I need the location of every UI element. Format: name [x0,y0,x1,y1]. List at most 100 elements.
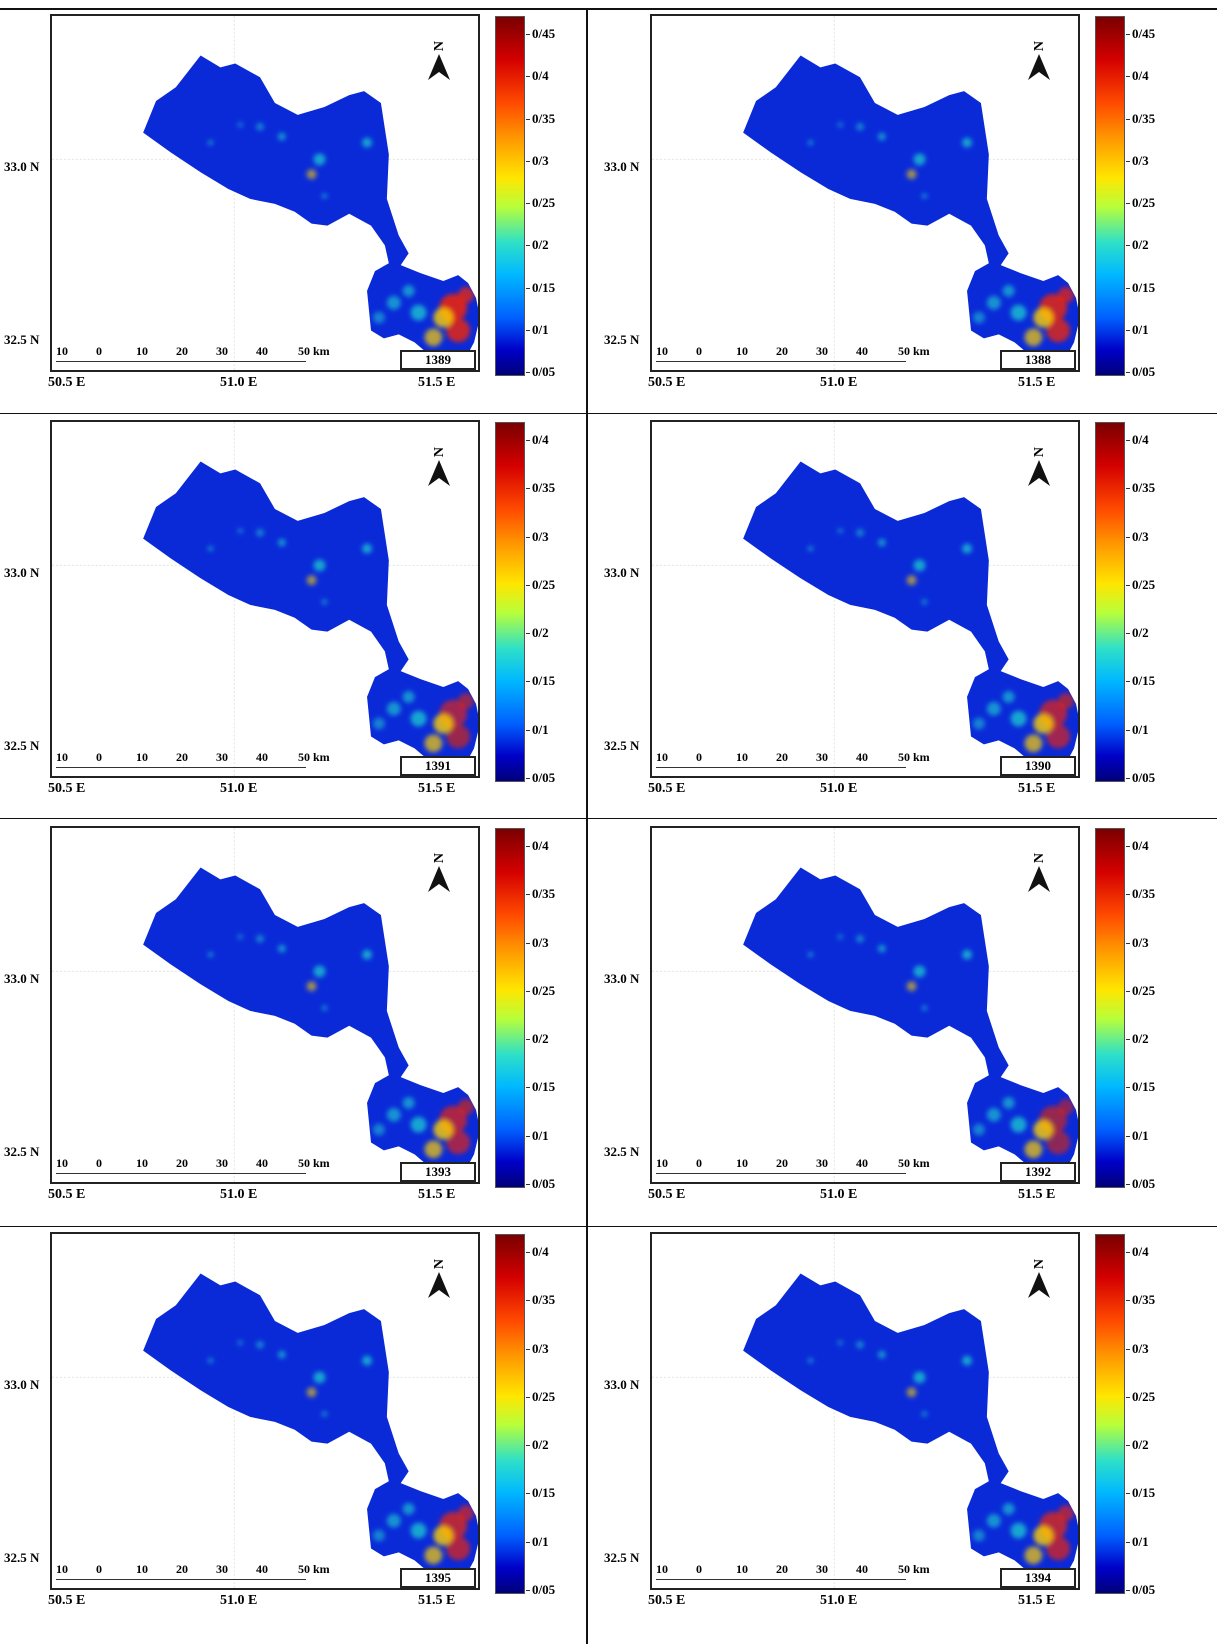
heat-spot [1002,1502,1015,1515]
heat-spot [207,951,214,958]
scale-label: 50 km [898,344,930,358]
latitude-label: 32.5 N [4,738,40,753]
colorbar-tick [526,287,530,289]
study-area-map [652,1234,1078,1588]
colorbar-tick-label: 0/3 [1132,152,1149,168]
colorbar-tick-label: 0/25 [532,195,556,210]
scale-label: 50 km [298,750,330,764]
scale-label: 30 [216,344,228,358]
latitude-label: 32.5 N [4,332,40,347]
colorbar-tick-label: 0/4 [1132,68,1149,84]
heat-spot [1002,1096,1015,1109]
colorbar-tick-label: 0/1 [532,321,549,337]
heat-spot [877,538,886,547]
colorbar-tick [1126,778,1130,779]
north-arrow-icon: N [1024,1254,1054,1300]
heat-spot [433,713,454,734]
colorbar-tick [1126,536,1130,538]
scale-line [56,1579,306,1580]
row-divider-2 [0,818,1217,819]
longitude-label: 50.5 E [48,1593,86,1608]
study-area-map [52,828,478,1182]
scale-label: 20 [776,344,788,358]
colorbar-tick-label: 0/2 [1132,237,1149,253]
latitude-label: 32.5 N [4,1144,40,1159]
heat-spot [1033,307,1054,328]
map-panel: N 10 0 10 20 30 40 50 km 1391 33.0 N 32.5 N 50.5 E… [0,418,590,813]
scale-bar: 10 0 10 20 30 40 50 km [56,1562,330,1586]
study-area-map [652,828,1078,1182]
scale-label: 20 [176,1156,188,1170]
colorbar-tick-label: 0/4 [532,1244,549,1259]
colorbar-tick [526,1493,530,1495]
heat-spot [386,1107,401,1122]
heat-spot [372,717,385,730]
colorbar-tick-label: 0/05 [532,364,556,379]
longitude-label: 51.0 E [220,375,258,390]
scale-label: 0 [96,1156,102,1170]
heat-spot [446,318,471,343]
colorbar-tick-label: 0/1 [1132,721,1149,737]
longitude-label: 50.5 E [648,375,686,390]
heat-spot [1002,690,1015,703]
map-panel: N 10 0 10 20 30 40 50 km 1390 33.0 N 32.5 N 50.5 E… [600,418,1190,813]
scale-line [656,1173,906,1174]
longitude-label: 51.5 E [418,1187,456,1202]
scale-line [656,1579,906,1580]
longitude-label: 50.5 E [648,1593,686,1608]
colorbar-tick-label: 0/4 [532,68,549,84]
map-panel: N 10 0 10 20 30 40 50 km 1388 33.0 N 32.5 N 50.5 E… [600,12,1190,407]
year-label: 1390 [1000,756,1076,776]
heat-spot [962,137,972,148]
study-area-region [743,461,1078,769]
longitude-label: 51.0 E [220,1593,258,1608]
longitude-label: 51.5 E [1018,781,1056,796]
colorbar-tick [526,440,530,441]
colorbar-tick-label: 0/2 [1132,1031,1149,1047]
heat-spot [362,1355,372,1366]
heat-spot [962,543,972,554]
colorbar-tick [1126,1348,1130,1350]
heat-spot [972,1123,985,1136]
colorbar-tick-label: 0/4 [1132,838,1149,853]
heat-spot [362,137,372,148]
scale-label: 10 [736,1562,748,1576]
north-arrow-icon: N [424,1254,454,1300]
heat-spot [446,1536,471,1561]
heat-spot [1033,713,1054,734]
colorbar-tick-label: 0/15 [532,279,556,295]
colorbar-tick-label: 0/05 [1132,770,1156,785]
heat-spot [321,1411,328,1417]
north-label: N [432,853,447,863]
heat-spot [807,951,814,958]
colorbar-tick [1126,1590,1130,1591]
colorbar-tick [526,778,530,779]
scale-label: 50 km [898,1156,930,1170]
latitude-label: 33.0 N [604,971,640,986]
heat-spot [207,545,214,552]
heat-spot [877,132,886,141]
scale-label: 0 [696,750,702,764]
latitude-label: 32.5 N [604,332,640,347]
north-label: N [1032,1259,1047,1269]
colorbar-tick-label: 0/2 [532,237,549,253]
scale-label: 40 [856,750,868,764]
north-label: N [1032,447,1047,457]
colorbar-tick-label: 0/15 [1132,673,1156,689]
latitude-label: 33.0 N [4,971,40,986]
colorbar-tick [526,76,530,78]
colorbar-tick [526,160,530,162]
longitude-label: 51.0 E [820,1593,858,1608]
scale-label: 20 [176,1562,188,1576]
colorbar [495,1234,525,1594]
heat-spot [321,1005,328,1011]
heat-spot [237,933,244,940]
heat-spot [913,1371,926,1384]
colorbar-tick [1126,118,1130,120]
colorbar-tick-label: 0/3 [532,934,549,950]
colorbar-tick [1126,1184,1130,1185]
heat-spot [1058,1098,1075,1115]
colorbar-tick [1126,1493,1130,1495]
longitude-label: 51.5 E [1018,375,1056,390]
heat-spot [1046,1536,1071,1561]
